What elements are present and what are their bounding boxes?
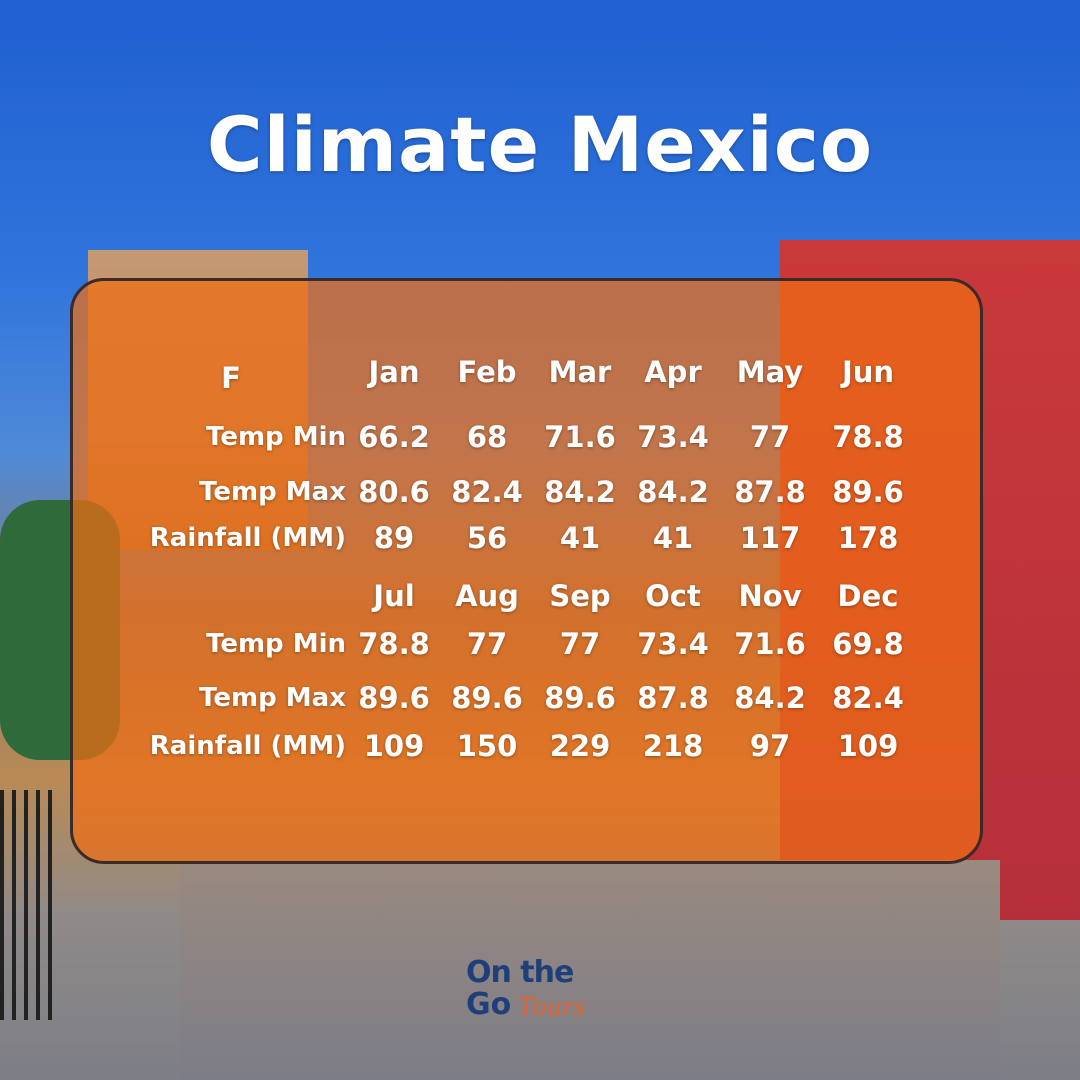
value-cell: 84.2: [637, 475, 709, 509]
value-cell: 82.4: [832, 681, 904, 715]
value-cell: 56: [466, 521, 508, 555]
value-cell: 69.8: [832, 627, 904, 661]
month-header: May: [736, 355, 804, 389]
value-cell: 68: [466, 420, 508, 454]
logo-line1: On the: [466, 955, 574, 990]
month-header: Jul: [373, 579, 415, 613]
value-cell: 150: [456, 729, 518, 763]
value-cell: 41: [652, 521, 694, 555]
value-cell: 87.8: [734, 475, 806, 509]
value-cell: 77: [559, 627, 601, 661]
value-cell: 89.6: [832, 475, 904, 509]
month-header: Mar: [548, 355, 612, 389]
value-cell: 84.2: [734, 681, 806, 715]
row-label: Temp Min: [206, 629, 346, 659]
value-cell: 41: [559, 521, 601, 555]
value-cell: 82.4: [451, 475, 523, 509]
month-header: Jun: [841, 355, 895, 389]
month-header: Dec: [837, 579, 899, 613]
value-cell: 71.6: [734, 627, 806, 661]
row-label: Temp Min: [206, 422, 346, 452]
value-cell: 78.8: [358, 627, 430, 661]
value-cell: 89: [373, 521, 415, 555]
value-cell: 87.8: [637, 681, 709, 715]
street: [180, 860, 1000, 1080]
row-label: Rainfall (MM): [149, 523, 346, 553]
value-cell: 89.6: [544, 681, 616, 715]
value-cell: 89.6: [358, 681, 430, 715]
value-cell: 109: [363, 729, 425, 763]
month-header: Feb: [457, 355, 517, 389]
month-header: Oct: [645, 579, 701, 613]
row-label: Temp Max: [199, 683, 346, 713]
value-cell: 77: [466, 627, 508, 661]
gate: [0, 790, 55, 1020]
month-header: Sep: [549, 579, 611, 613]
logo-script: Tours: [518, 993, 586, 1021]
month-header: Aug: [455, 579, 519, 613]
title: Climate Mexico: [206, 100, 874, 189]
table-panel: [70, 278, 983, 864]
value-cell: 84.2: [544, 475, 616, 509]
value-cell: 77: [749, 420, 791, 454]
value-cell: 97: [749, 729, 791, 763]
row-label: Rainfall (MM): [149, 731, 346, 761]
value-cell: 229: [549, 729, 611, 763]
month-header: Apr: [644, 355, 702, 389]
value-cell: 117: [739, 521, 801, 555]
month-header: Nov: [738, 579, 802, 613]
value-cell: 109: [837, 729, 899, 763]
value-cell: 218: [642, 729, 704, 763]
value-cell: 80.6: [358, 475, 430, 509]
value-cell: 178: [837, 521, 899, 555]
unit-label: F: [221, 361, 241, 395]
month-header: Jan: [368, 355, 420, 389]
value-cell: 73.4: [637, 420, 709, 454]
value-cell: 78.8: [832, 420, 904, 454]
value-cell: 66.2: [358, 420, 430, 454]
value-cell: 71.6: [544, 420, 616, 454]
value-cell: 73.4: [637, 627, 709, 661]
value-cell: 89.6: [451, 681, 523, 715]
logo-line2: Go: [466, 987, 512, 1022]
row-label: Temp Max: [199, 477, 346, 507]
